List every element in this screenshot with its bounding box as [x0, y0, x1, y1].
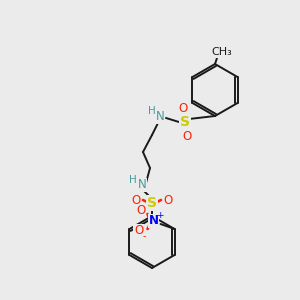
Text: CH₃: CH₃ [212, 47, 233, 57]
Text: N: N [156, 110, 164, 124]
Text: O: O [131, 194, 141, 206]
Text: -: - [143, 231, 146, 241]
Text: N: N [138, 178, 146, 191]
Text: O: O [134, 224, 143, 238]
Text: H: H [148, 106, 156, 116]
Text: S: S [180, 115, 190, 129]
Text: S: S [147, 196, 157, 210]
Text: N: N [148, 214, 158, 227]
Text: +: + [156, 211, 163, 220]
Text: H: H [129, 175, 137, 185]
Text: O: O [178, 101, 188, 115]
Text: O: O [136, 205, 145, 218]
Text: O: O [182, 130, 192, 142]
Text: O: O [164, 194, 172, 206]
